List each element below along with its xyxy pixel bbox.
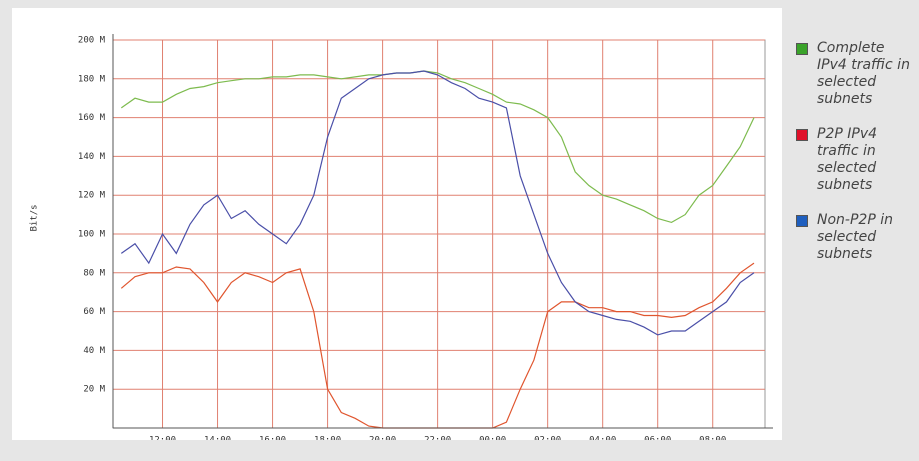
y-tick-label: 120 M xyxy=(78,191,106,201)
legend-label: Complete IPv4 traffic in selected subnet… xyxy=(817,40,910,107)
x-tick-label: 22:00 xyxy=(424,436,451,441)
legend-label: Non-P2P in selected subnets xyxy=(817,212,893,262)
y-axis-label: Bit/s xyxy=(30,204,40,231)
chart: Bit/s 20 M 40 M 60 M 80 M 100 M 120 M 140 M 160… xyxy=(30,34,773,446)
y-tick-label: 100 M xyxy=(78,230,106,240)
y-tick-label: 200 M xyxy=(78,36,106,46)
legend: Complete IPv4 traffic in selected subnet… xyxy=(793,40,913,281)
x-tick-label: 16:00 xyxy=(259,436,286,441)
y-tick-label: 180 M xyxy=(78,74,106,84)
legend-entry: P2P IPv4 traffic in selected subnets xyxy=(793,126,913,194)
x-tick-label: 02:00 xyxy=(534,436,561,441)
series-line xyxy=(120,70,755,224)
legend-entry: Complete IPv4 traffic in selected subnet… xyxy=(793,40,913,108)
x-tick-label: 18:00 xyxy=(314,436,341,441)
x-tick-label: 12:00 xyxy=(149,436,176,441)
x-tick-label: 00:00 xyxy=(479,436,506,441)
plot-panel: Bit/s 20 M 40 M 60 M 80 M 100 M 120 M 140 M 160… xyxy=(12,8,782,446)
y-tick-label: 20 M xyxy=(83,385,105,395)
y-tick-label: 80 M xyxy=(83,268,105,278)
legend-swatch xyxy=(796,215,808,227)
legend-entry: Non-P2P in selected subnets xyxy=(793,212,913,263)
y-tick-label: 60 M xyxy=(83,307,105,317)
series-line xyxy=(120,70,755,336)
x-tick-label: 08:00 xyxy=(699,436,726,441)
x-tick-label: 20:00 xyxy=(369,436,396,441)
legend-swatch xyxy=(796,43,808,55)
legend-label: P2P IPv4 traffic in selected subnets xyxy=(817,126,878,193)
x-tick-label: 06:00 xyxy=(644,436,671,441)
y-tick-label: 160 M xyxy=(78,113,106,123)
legend-swatch xyxy=(796,129,808,141)
y-tick-label: 140 M xyxy=(78,152,106,162)
x-tick-label: 04:00 xyxy=(589,436,616,441)
x-tick-label: 14:00 xyxy=(204,436,231,441)
y-tick-label: 40 M xyxy=(83,346,105,356)
